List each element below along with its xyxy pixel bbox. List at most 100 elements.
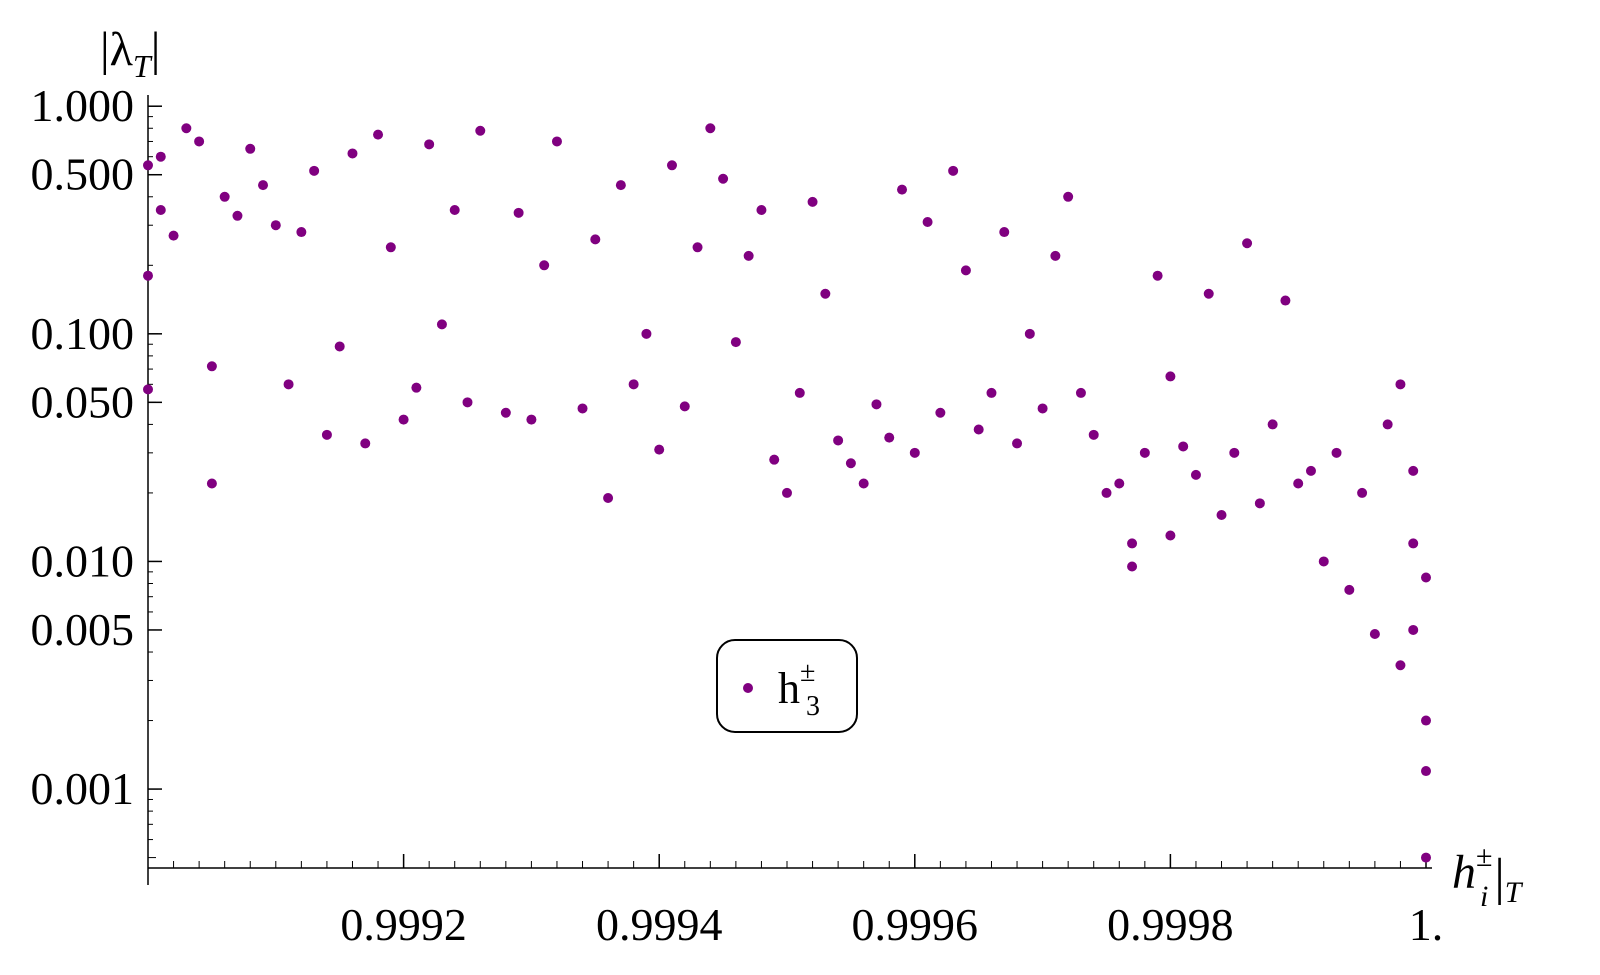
data-point [194, 136, 205, 147]
data-point [539, 260, 550, 271]
data-point [347, 148, 358, 159]
data-point [1075, 387, 1086, 398]
data-point [155, 204, 166, 215]
data-point [513, 207, 524, 218]
data-point [1114, 478, 1125, 489]
x-ticks: 0.9992 0.9994 0.9996 0.9998 1. [340, 854, 1443, 950]
data-point [155, 151, 166, 162]
data-point [1229, 447, 1240, 458]
data-point [807, 196, 818, 207]
data-point [551, 136, 562, 147]
data-point [143, 160, 153, 171]
data-point [1421, 715, 1431, 726]
data-point [296, 227, 307, 238]
x-tick-label: 0.9998 [1107, 899, 1234, 950]
x-tick-label: 0.9992 [340, 899, 467, 950]
data-point [360, 438, 371, 449]
data-point [935, 407, 946, 418]
legend-label-sup: ± [800, 657, 815, 688]
data-point [1331, 447, 1342, 458]
data-point [756, 204, 767, 215]
data-points [143, 123, 1431, 863]
x-axis-title-base: h [1452, 846, 1476, 899]
data-point [1395, 379, 1406, 390]
y-axis-title-sub: T [133, 48, 153, 84]
data-point [897, 184, 908, 195]
data-point [1178, 441, 1189, 452]
legend-label-sub: 3 [806, 691, 820, 722]
data-point [398, 414, 409, 425]
data-point [1344, 584, 1355, 595]
data-point [986, 387, 997, 398]
data-point [1408, 538, 1419, 549]
data-point [1254, 498, 1265, 509]
data-point [219, 191, 230, 202]
data-point [1318, 556, 1329, 567]
data-point [590, 234, 601, 245]
data-point [769, 454, 780, 465]
data-point [1152, 270, 1163, 281]
data-point [730, 337, 741, 348]
data-point [1305, 465, 1316, 476]
data-point [960, 265, 971, 276]
data-point [1357, 487, 1368, 498]
data-point [1216, 509, 1227, 520]
data-point [1369, 628, 1380, 639]
data-point [1293, 478, 1304, 489]
data-point [321, 429, 332, 440]
data-point [526, 414, 537, 425]
legend: h± 3 [716, 639, 858, 733]
data-point [1165, 371, 1176, 382]
data-point [603, 492, 614, 503]
data-point [628, 379, 639, 390]
y-tick-label: 0.100 [31, 308, 135, 359]
data-point [206, 361, 217, 372]
data-point [820, 288, 831, 299]
data-point [462, 397, 473, 408]
data-point [270, 220, 281, 231]
x-axis-title: h± i |T [1452, 840, 1524, 913]
data-point [858, 478, 869, 489]
y-minor-ticks [148, 105, 158, 859]
data-point [1267, 419, 1278, 430]
data-point [845, 458, 856, 469]
data-point [309, 165, 320, 176]
y-tick-label: 0.005 [31, 604, 135, 655]
data-point [1242, 238, 1253, 249]
legend-marker [743, 683, 753, 693]
data-point [373, 129, 384, 140]
data-point [1050, 250, 1061, 261]
data-point [1127, 561, 1138, 572]
y-axis-title-main: |λ [100, 23, 134, 76]
data-point [1165, 530, 1176, 541]
data-point [1127, 538, 1138, 549]
data-point [615, 180, 626, 191]
data-point [679, 401, 690, 412]
y-ticks: 1.000 0.500 0.100 0.050 0.010 0.005 0.001 [31, 80, 162, 814]
data-point [705, 123, 716, 134]
data-point [1139, 447, 1150, 458]
data-point [1421, 766, 1431, 777]
y-axis-title-tail: | [151, 23, 161, 76]
data-point [692, 242, 703, 253]
y-axis-title: |λT| [100, 23, 160, 84]
data-point [922, 216, 933, 227]
data-point [999, 227, 1010, 238]
data-point [143, 270, 153, 281]
data-point [258, 180, 269, 191]
data-point [411, 382, 422, 393]
data-point [718, 173, 729, 184]
data-point [334, 341, 345, 352]
data-point [500, 407, 511, 418]
x-axis-title-sub: i [1480, 880, 1488, 913]
data-point [283, 379, 294, 390]
data-point [245, 143, 256, 154]
data-point [1421, 852, 1431, 863]
data-point [1280, 295, 1291, 306]
data-point [424, 139, 435, 150]
data-point [666, 160, 677, 171]
axes [147, 95, 1432, 885]
data-point [973, 424, 984, 435]
x-axis-title-sup: ± [1476, 840, 1492, 873]
